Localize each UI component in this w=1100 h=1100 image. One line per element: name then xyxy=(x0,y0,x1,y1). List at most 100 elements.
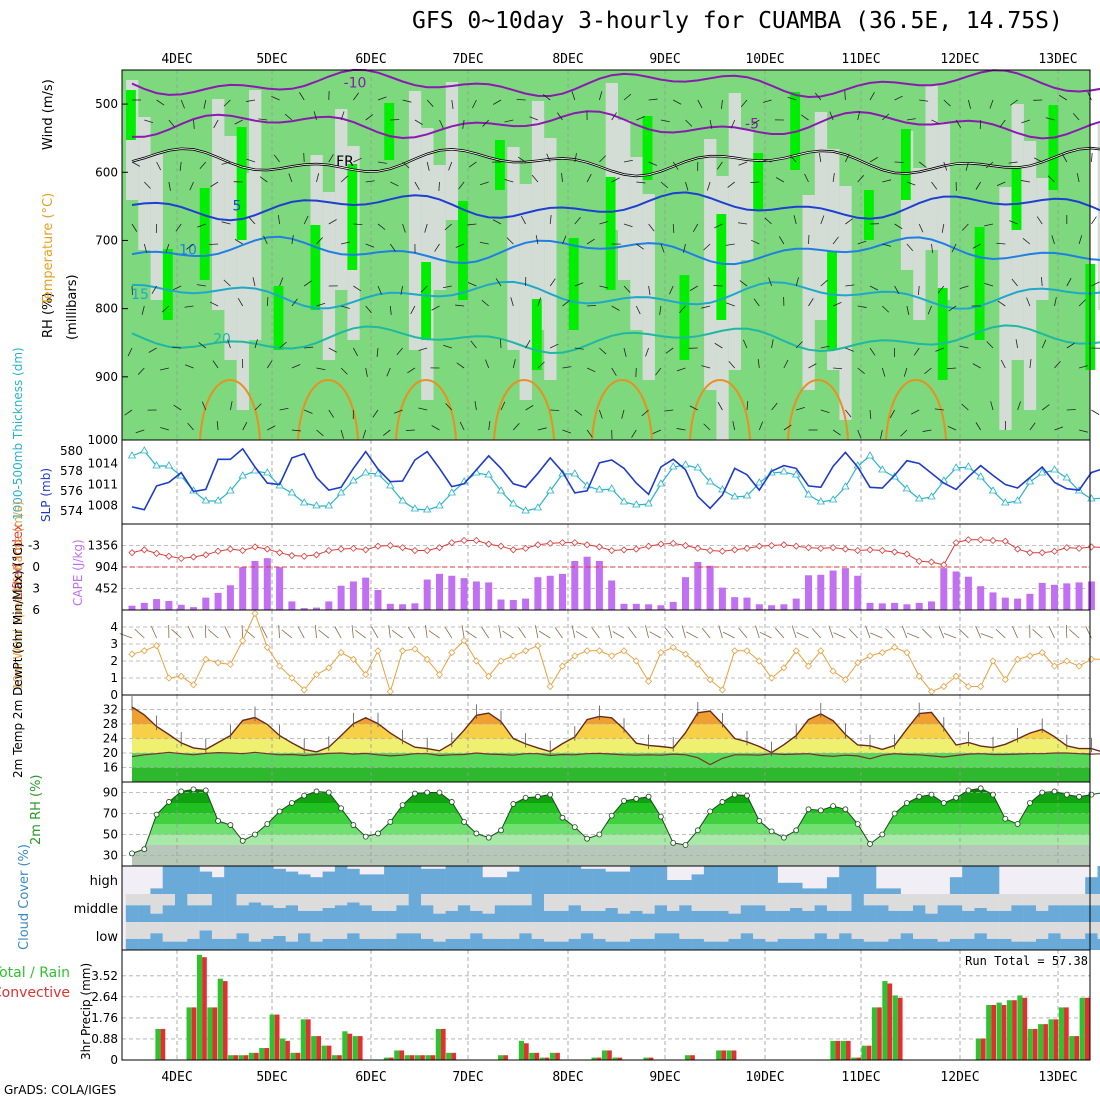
rh-dry-patch xyxy=(913,168,926,320)
precip-conv-bar xyxy=(233,1055,238,1060)
rh-series-pt-17 xyxy=(338,805,345,812)
wind-speed-series-pt-12 xyxy=(276,662,284,670)
lifted-index-series-pt-22 xyxy=(399,544,407,552)
wind-barb xyxy=(829,111,834,121)
wind-barb xyxy=(1009,220,1018,225)
precip-tick: 0 xyxy=(110,1053,118,1067)
cloud-gap xyxy=(1097,894,1100,906)
surface-wind-barb xyxy=(885,628,895,639)
precip-conv-bar xyxy=(856,1057,862,1060)
precip-total-bar xyxy=(716,1050,722,1060)
wind-barb xyxy=(186,243,194,250)
rh-series-pt-26 xyxy=(448,799,455,805)
surface-wind-barb xyxy=(424,625,428,639)
precip-total-bar xyxy=(539,1057,545,1060)
precip-conv-bar xyxy=(264,1048,270,1060)
precip-conv-bar xyxy=(305,1019,311,1060)
wind-barb xyxy=(709,119,713,129)
cloud-high-bar xyxy=(384,866,397,894)
cloud-high-bar xyxy=(544,866,557,894)
precip-conv-bar xyxy=(555,1052,560,1060)
cloud-low-bar xyxy=(248,941,262,950)
wind-barb xyxy=(611,177,620,183)
cloud-gap xyxy=(728,894,741,914)
cloud-gap xyxy=(900,922,914,934)
rh-series-pt-52 xyxy=(768,828,775,835)
cloud-high-bar xyxy=(187,866,200,894)
cloud-low-bar xyxy=(790,938,803,950)
wind-barb xyxy=(832,236,839,245)
cloud-high-bar xyxy=(753,866,766,894)
wind-barb xyxy=(599,285,609,289)
thickness-series-pt-69 xyxy=(976,472,985,480)
wind-barb xyxy=(184,305,194,308)
cape-bar xyxy=(313,607,320,610)
pressure-tick-label: 800 xyxy=(95,302,118,316)
lifted-index-series-pt-49 xyxy=(731,546,739,554)
cloud-gap xyxy=(433,922,446,942)
wind-barb xyxy=(804,173,809,183)
cloud-gap xyxy=(470,922,483,934)
cloud-middle-bar xyxy=(421,905,434,922)
cloud-low-bar xyxy=(814,933,828,950)
date-label-top: 13DEC xyxy=(1038,52,1077,67)
precip-conv-bar xyxy=(357,1036,363,1060)
precip-conv-bar xyxy=(337,1055,342,1060)
wind-barb xyxy=(1091,409,1100,415)
precip-axis-label: 3hr Precip (mm) xyxy=(79,963,93,1060)
surface-wind-barb xyxy=(591,627,600,639)
precip-total-bar xyxy=(248,1052,255,1060)
precip-total-bar xyxy=(498,1055,504,1060)
rh-series-pt-4 xyxy=(178,788,185,795)
wind-barb xyxy=(672,161,679,170)
precip-total-bar xyxy=(331,1055,338,1060)
cloud-high-bar xyxy=(396,866,409,894)
wind-barb xyxy=(783,359,789,369)
wind-barb xyxy=(1091,152,1093,163)
lifted-index-series-pt-63 xyxy=(903,550,911,558)
cape-bar xyxy=(509,600,517,610)
lifted-index-series-pt-59 xyxy=(854,546,862,555)
wind-barb xyxy=(599,91,603,101)
cloud-gap xyxy=(187,922,200,939)
surface-wind-barb xyxy=(848,628,858,639)
lifted-index-series-pt-18 xyxy=(349,544,357,552)
wind-barb xyxy=(1020,180,1030,183)
surface-wind-barb xyxy=(281,629,293,639)
wind-speed-series-pt-35 xyxy=(558,662,567,670)
cloud-middle-bar xyxy=(310,910,323,922)
cloud-gap xyxy=(790,922,803,939)
cloud-gap xyxy=(986,894,1000,911)
wind-barb xyxy=(254,339,258,349)
wind-barb xyxy=(1022,238,1031,245)
cloud-gap xyxy=(691,894,705,911)
cloud-gap xyxy=(261,894,274,906)
wind-barb xyxy=(160,367,169,371)
wind-barb xyxy=(1017,401,1021,411)
cloud-low-bar xyxy=(826,938,840,950)
wind-barb xyxy=(488,421,491,431)
surface-wind-barb xyxy=(975,625,982,639)
wind-barb xyxy=(495,278,502,287)
wind-barb xyxy=(922,429,932,432)
surface-wind-barb xyxy=(759,631,772,639)
precip-conv-bar xyxy=(534,1052,540,1060)
wind-speed-series-pt-30 xyxy=(497,657,505,665)
precip-total-bar xyxy=(352,1036,358,1060)
cape-bar xyxy=(325,601,333,610)
lifted-index-series-pt-17 xyxy=(337,545,345,553)
temp-tick: 20 xyxy=(103,746,118,760)
wind-barb xyxy=(273,154,280,163)
temp-tick: 16 xyxy=(103,761,118,775)
surface-wind-barb xyxy=(1085,626,1092,639)
wind-barb xyxy=(783,424,792,431)
precip-total-bar xyxy=(830,1040,836,1060)
rh-series-pt-68 xyxy=(965,787,972,794)
thickness-series-pt-20 xyxy=(373,469,383,477)
precip-conv-bar xyxy=(845,1040,851,1060)
cloud-gap xyxy=(421,894,434,906)
rh-series-pt-12 xyxy=(276,808,283,815)
lifted-index-series-pt-30 xyxy=(497,542,505,550)
grads-credit: GrADS: COLA/IGES xyxy=(4,1083,117,1097)
wind-barb xyxy=(263,235,268,245)
